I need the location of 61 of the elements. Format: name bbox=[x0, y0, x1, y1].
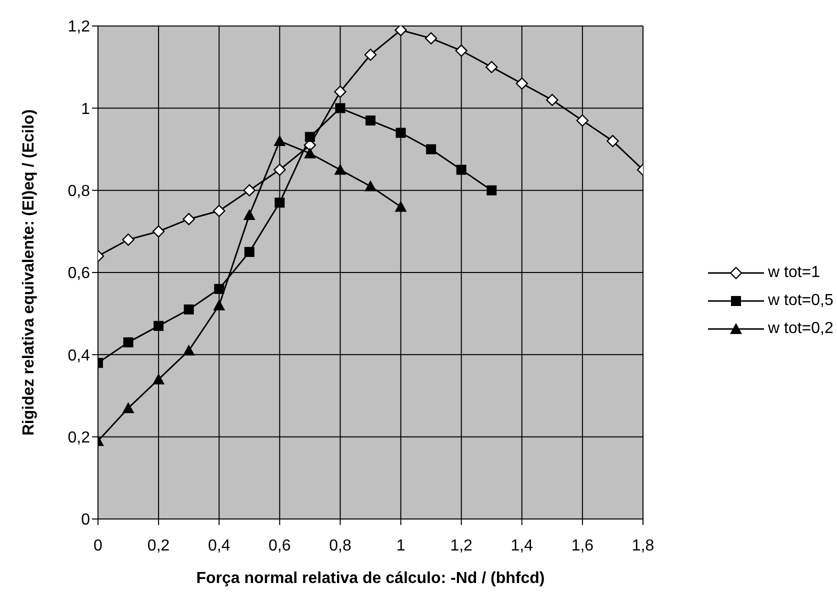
x-axis-title: Força normal relativa de cálculo: -Nd / (bhfcd) bbox=[196, 570, 545, 587]
point bbox=[122, 402, 134, 414]
y-tick-label: 1 bbox=[81, 100, 90, 118]
point bbox=[606, 134, 619, 148]
point bbox=[304, 132, 315, 142]
point bbox=[486, 185, 497, 196]
y-tick-label: 0,8 bbox=[68, 183, 90, 200]
point bbox=[546, 94, 558, 106]
x-tick-label: 1,6 bbox=[571, 537, 594, 554]
point bbox=[213, 299, 226, 310]
point bbox=[456, 164, 466, 175]
point bbox=[123, 337, 134, 348]
y-tick-label: 0 bbox=[81, 512, 90, 529]
point bbox=[334, 86, 346, 98]
legend-label: w tot=0,2 bbox=[768, 320, 834, 338]
x-tick-label: 0,6 bbox=[268, 537, 291, 554]
point bbox=[184, 304, 194, 314]
point bbox=[304, 147, 316, 158]
point bbox=[274, 198, 285, 208]
legend-label: w tot=0,5 bbox=[768, 292, 834, 310]
x-tick-label: 0 bbox=[94, 537, 103, 554]
point bbox=[394, 26, 407, 36]
point bbox=[152, 373, 165, 384]
legend-label: w tot=1 bbox=[768, 264, 820, 282]
y-axis-title: Rigidez relativa equivalente: (EI)eq / (Ecilo) bbox=[20, 109, 38, 436]
point bbox=[274, 164, 286, 176]
point bbox=[243, 184, 256, 196]
point bbox=[576, 114, 589, 127]
point bbox=[486, 60, 498, 74]
x-tick-label: 0,8 bbox=[329, 537, 352, 554]
point bbox=[516, 77, 528, 90]
point bbox=[394, 200, 407, 212]
y-tick-label: 0,4 bbox=[68, 347, 90, 364]
point bbox=[455, 44, 468, 57]
point bbox=[244, 246, 254, 257]
point bbox=[334, 164, 346, 175]
point bbox=[182, 212, 195, 226]
point bbox=[426, 144, 436, 154]
y-tick-label: 0,6 bbox=[68, 265, 90, 282]
x-tick-label: 0,4 bbox=[208, 537, 230, 554]
point bbox=[424, 32, 438, 44]
point bbox=[122, 234, 134, 246]
y-tick-label: 0,2 bbox=[68, 430, 90, 447]
point bbox=[152, 225, 165, 238]
point bbox=[213, 204, 226, 217]
x-tick-label: 1 bbox=[396, 537, 406, 554]
point bbox=[182, 344, 195, 356]
point bbox=[243, 208, 256, 220]
point bbox=[364, 48, 377, 61]
point bbox=[214, 284, 224, 294]
point bbox=[396, 128, 406, 138]
x-tick-label: 1,2 bbox=[450, 537, 473, 554]
x-tick-label: 1,8 bbox=[632, 537, 654, 554]
point bbox=[274, 135, 286, 146]
point bbox=[364, 180, 376, 192]
y-tick-label: 1,2 bbox=[68, 18, 90, 36]
point bbox=[154, 320, 164, 331]
point bbox=[335, 103, 346, 114]
x-tick-label: 1,4 bbox=[510, 537, 534, 554]
point bbox=[366, 115, 376, 126]
x-tick-label: 0,2 bbox=[147, 537, 170, 554]
